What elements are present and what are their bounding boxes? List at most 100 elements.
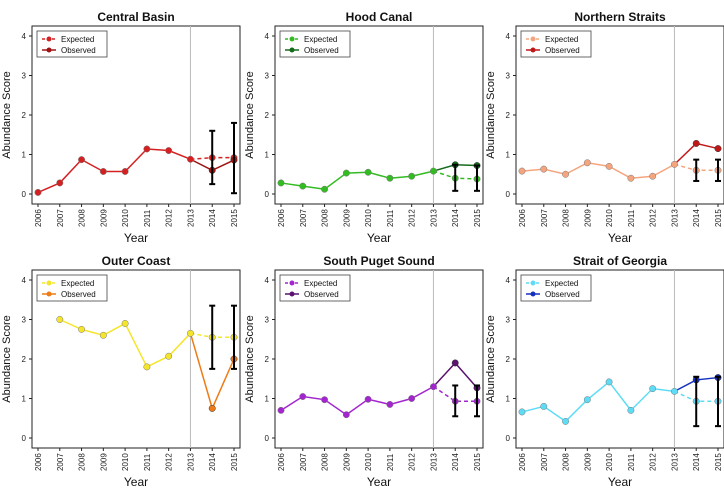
x-tick-label: 2006 [277, 209, 286, 227]
expected-point [321, 185, 329, 193]
y-tick-label: 1 [265, 151, 270, 160]
chart-panel: Strait of Georgia 0 1 2 3 4 2006 2007 2008 2009 20… [485, 254, 724, 489]
x-tick-label: 2013 [429, 209, 438, 227]
legend-observed-marker [530, 47, 536, 53]
x-tick-label: 2015 [230, 453, 239, 471]
y-tick-label: 3 [22, 72, 27, 81]
x-axis-title: Year [608, 231, 632, 245]
expected-point [429, 167, 437, 175]
x-tick-label: 2010 [121, 209, 130, 227]
x-tick-label: 2007 [56, 209, 65, 227]
legend-expected-marker [289, 280, 295, 286]
expected-point [583, 396, 591, 404]
expected-point [165, 147, 173, 155]
x-tick-label: 2006 [34, 453, 43, 471]
y-tick-label: 1 [506, 395, 511, 404]
legend-expected-marker [289, 36, 295, 42]
y-tick-label: 3 [506, 316, 511, 325]
expected-point [342, 411, 350, 419]
expected-point [277, 179, 285, 187]
expected-point [277, 406, 285, 414]
legend-expected-marker [530, 36, 536, 42]
expected-point [429, 383, 437, 391]
x-tick-label: 2010 [605, 209, 614, 227]
expected-point [78, 325, 86, 333]
chart-panel: Outer Coast 0 1 2 3 4 2006 2007 2008 2009 2010 2011… [1, 254, 241, 489]
expected-point [540, 165, 548, 173]
expected-point [364, 168, 372, 176]
x-tick-label: 2008 [78, 209, 87, 227]
x-tick-label: 2009 [99, 209, 108, 227]
y-tick-label: 1 [22, 395, 27, 404]
x-tick-label: 2011 [386, 209, 395, 227]
y-tick-label: 2 [22, 111, 27, 120]
expected-series-line [280, 385, 434, 416]
expected-series-dashed-line [433, 386, 477, 403]
x-tick-label: 2011 [143, 453, 152, 471]
x-tick-label: 2010 [121, 453, 130, 471]
x-tick-label: 2011 [627, 453, 636, 471]
panel-title: Strait of Georgia [573, 254, 667, 268]
x-tick-label: 2007 [540, 453, 549, 471]
x-tick-label: 2008 [78, 453, 87, 471]
legend-observed-label: Observed [304, 290, 339, 299]
legend-observed-marker [46, 291, 52, 297]
x-tick-label: 2009 [99, 453, 108, 471]
expected-point [605, 162, 613, 170]
expected-point [121, 168, 129, 175]
panel-title: South Puget Sound [323, 254, 434, 268]
y-tick-label: 4 [22, 32, 27, 41]
expected-point [143, 363, 151, 371]
x-tick-label: 2013 [670, 453, 679, 471]
y-tick-label: 4 [265, 276, 270, 285]
expected-point [627, 174, 635, 182]
x-tick-label: 2013 [670, 209, 679, 227]
y-tick-label: 1 [265, 395, 270, 404]
x-tick-label: 2012 [165, 453, 174, 471]
expected-point [670, 160, 678, 168]
x-tick-label: 2013 [186, 453, 195, 471]
x-tick-label: 2014 [692, 453, 701, 471]
expected-series-line [37, 148, 191, 194]
x-tick-label: 2012 [649, 453, 658, 471]
expected-point [408, 172, 416, 180]
x-tick-label: 2010 [364, 209, 373, 227]
expected-point [121, 320, 129, 327]
expected-point [299, 182, 307, 190]
expected-point [165, 352, 173, 360]
x-tick-label: 2010 [364, 453, 373, 471]
x-axis-title: Year [367, 231, 391, 245]
expected-point [56, 179, 64, 187]
x-tick-label: 2014 [208, 453, 217, 471]
x-tick-label: 2015 [473, 209, 482, 227]
expected-point [649, 172, 657, 180]
y-tick-label: 2 [506, 111, 511, 120]
y-tick-label: 3 [265, 72, 270, 81]
expected-point [649, 385, 657, 393]
legend-box [279, 30, 351, 58]
panel-title: Central Basin [97, 10, 174, 24]
expected-point [386, 400, 394, 408]
expected-series-line [280, 170, 434, 191]
legend-box [36, 274, 108, 302]
x-tick-label: 2015 [714, 453, 723, 471]
y-tick-label: 0 [265, 190, 270, 199]
x-tick-label: 2009 [583, 453, 592, 471]
expected-point [408, 395, 416, 402]
y-tick-label: 2 [265, 355, 270, 364]
x-tick-label: 2014 [692, 209, 701, 227]
y-axis-title: Abundance Score [485, 71, 497, 158]
y-tick-label: 4 [22, 276, 27, 285]
expected-point [56, 316, 64, 323]
legend-expected-label: Expected [61, 279, 94, 288]
y-tick-label: 1 [22, 151, 27, 160]
legend-expected-label: Expected [61, 35, 94, 44]
x-tick-label: 2008 [562, 453, 571, 471]
legend-box [36, 30, 108, 58]
x-tick-label: 2011 [143, 209, 152, 227]
y-tick-label: 0 [506, 434, 511, 443]
y-tick-label: 0 [506, 190, 511, 199]
expected-point [518, 408, 526, 416]
